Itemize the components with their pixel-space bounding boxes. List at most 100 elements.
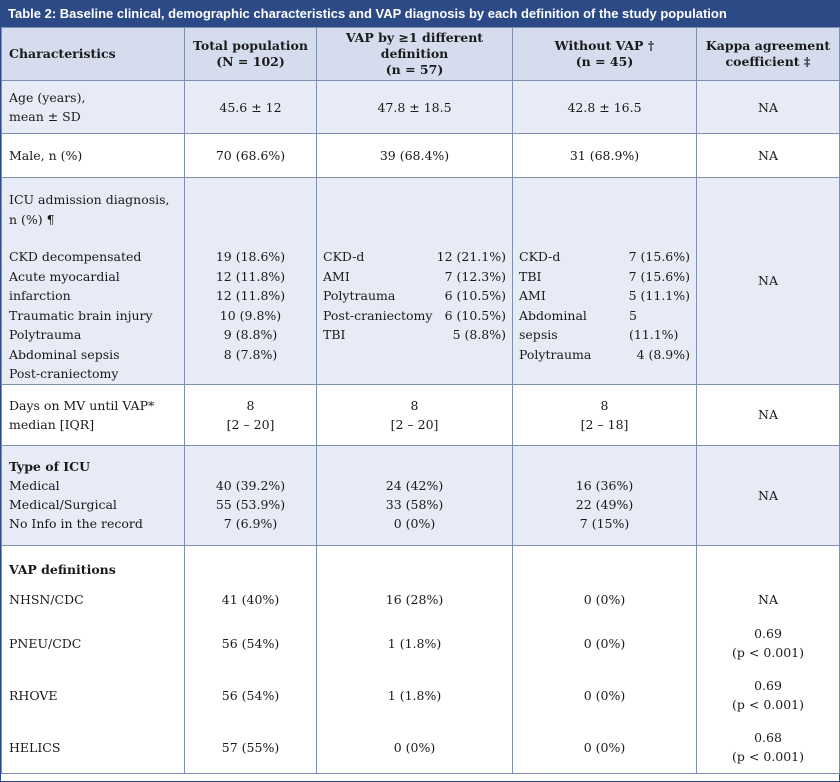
dx-value: 7 (15.6%)	[628, 249, 690, 264]
days-mv-label-line2: median [IQR]	[9, 416, 95, 432]
icu-dx-labels: ICU admission diagnosis, n (%) ¶ CKD dec…	[1, 177, 185, 385]
vap-def-kappa-value: 0.69	[754, 626, 782, 641]
icu-dx-label: Abdominal sepsis	[9, 346, 120, 362]
vap-def-total: 56 (54%)	[184, 617, 317, 669]
icu-type-without-value: 7 (15%)	[579, 516, 630, 531]
table-row: Days on MV until VAP* median [IQR] 8 [2 – …	[1, 383, 840, 446]
header-kappa: Kappa agreement coefficient ‡	[696, 27, 840, 81]
icu-type-total-value: 40 (39.2%)	[215, 478, 286, 493]
icu-dx-kappa: NA	[696, 177, 840, 385]
header-row: Characteristics Total population (N = 102…	[1, 27, 840, 81]
days-mv-without: 8 [2 – 18]	[512, 383, 697, 446]
icu-dx-title-line1: ICU admission diagnosis,	[9, 192, 170, 207]
icu-dx-label: CKD decompensated	[9, 249, 142, 264]
vap-def-kappa-value: NA	[758, 591, 778, 607]
icu-dx-label: Traumatic brain injury	[9, 307, 153, 323]
list-item: Post-craniectomy 6 (10.5%)	[317, 306, 512, 326]
header-total-line1: Total population	[193, 38, 308, 53]
table-row: Age (years), mean ± SD 45.6 ± 12 47.8 ± 1…	[1, 80, 840, 134]
vap-def-without: 0 (0%)	[512, 721, 697, 774]
icu-type-labels: Type of ICU Medical Medical/Surgical No …	[1, 444, 185, 546]
dx-name: CKD-d	[323, 249, 365, 264]
dx-value: 5 (11.1%)	[628, 288, 690, 303]
icu-dx-total-value: 19 (18.6%)	[215, 249, 286, 264]
vap-def-without: 0 (0%)	[512, 617, 697, 669]
icu-type-total-value: 55 (53.9%)	[215, 497, 286, 512]
days-mv-total-median: 8	[246, 397, 255, 413]
table-row: HELICS 57 (55%) 0 (0%) 0 (0%) 0.68 (p < 0…	[1, 721, 840, 774]
header-vap: VAP by ≥1 different definition (n = 57)	[316, 27, 513, 81]
icu-type-without-value: 22 (49%)	[575, 497, 634, 512]
icu-type-without-value: 16 (36%)	[575, 478, 634, 493]
list-item: TBI 5 (8.8%)	[317, 325, 512, 345]
vap-def-kappa-value: 0.68	[754, 730, 782, 745]
table-row: PNEU/CDC 56 (54%) 1 (1.8%) 0 (0%) 0.69 (p…	[1, 617, 840, 669]
days-mv-without-median: 8	[600, 397, 609, 413]
vap-def-label: RHOVE	[1, 669, 185, 721]
male-label: Male, n (%)	[1, 133, 185, 178]
dx-value: 4 (8.9%)	[636, 346, 690, 362]
vap-def-vap: 1 (1.8%)	[316, 669, 513, 721]
male-without: 31 (68.9%)	[512, 133, 697, 178]
icu-type-title: Type of ICU	[9, 459, 90, 474]
age-without: 42.8 ± 16.5	[512, 80, 697, 134]
icu-dx-label: Acute myocardial infarction	[9, 268, 120, 304]
days-mv-total-iqr: [2 – 20]	[226, 416, 275, 432]
list-item: Polytrauma 4 (8.9%)	[513, 345, 696, 365]
days-mv-vap-median: 8	[410, 397, 419, 413]
dx-name: Polytrauma	[323, 288, 396, 303]
dx-name: TBI	[519, 268, 542, 284]
table-row: NHSN/CDC 41 (40%) 16 (28%) 0 (0%) NA	[1, 581, 840, 617]
header-without-line1: Without VAP †	[554, 38, 655, 53]
icu-type-vap: 24 (42%) 33 (58%) 0 (0%)	[316, 444, 513, 546]
vap-def-vap: 0 (0%)	[316, 721, 513, 774]
icu-dx-total-value: 9 (8.8%)	[223, 327, 278, 342]
male-total: 70 (68.6%)	[184, 133, 317, 178]
header-vap-line2: (n = 57)	[385, 62, 444, 77]
vap-def-total: 57 (55%)	[184, 721, 317, 774]
header-total-line2: (N = 102)	[216, 54, 285, 69]
icu-type-vap-value: 0 (0%)	[393, 516, 436, 531]
dx-value: 6 (10.5%)	[444, 307, 506, 323]
male-kappa: NA	[696, 133, 840, 178]
icu-dx-total: 19 (18.6%) 12 (11.8%) 12 (11.8%) 10 (9.8…	[184, 177, 317, 385]
icu-type-vap-value: 24 (42%)	[385, 478, 444, 493]
icu-dx-title-line2: n (%) ¶	[9, 211, 55, 227]
data-table: Characteristics Total population (N = 102…	[1, 27, 840, 774]
vap-def-without: 0 (0%)	[512, 669, 697, 721]
header-characteristics: Characteristics	[1, 27, 185, 81]
icu-type-kappa: NA	[696, 444, 840, 546]
age-label-line1: Age (years),	[9, 90, 86, 105]
dx-name: TBI	[323, 327, 346, 342]
header-total: Total population (N = 102)	[184, 27, 317, 81]
days-mv-total: 8 [2 – 20]	[184, 383, 317, 446]
dx-name: Polytrauma	[519, 346, 592, 362]
icu-type-label: Medical/Surgical	[9, 497, 117, 512]
icu-dx-without: CKD-d 7 (15.6%) TBI 7 (15.6%) AMI 5 (11.1%)…	[512, 177, 697, 385]
header-without-line2: (n = 45)	[575, 54, 634, 69]
days-mv-kappa: NA	[696, 383, 840, 446]
dx-value: 12 (21.1%)	[436, 249, 506, 264]
dx-value: 7 (12.3%)	[444, 268, 506, 284]
age-total: 45.6 ± 12	[184, 80, 317, 134]
vap-def-label: NHSN/CDC	[1, 581, 185, 617]
list-item: TBI 7 (15.6%)	[513, 267, 696, 287]
list-item: AMI 5 (11.1%)	[513, 286, 696, 306]
dx-value: 5 (8.8%)	[452, 327, 506, 342]
header-kappa-line2: coefficient ‡	[725, 54, 811, 69]
icu-dx-label: Post-craniectomy	[9, 366, 119, 381]
icu-type-total: 40 (39.2%) 55 (53.9%) 7 (6.9%)	[184, 444, 317, 546]
dx-name: CKD-d	[519, 249, 561, 264]
table-caption: Table 2: Baseline clinical, demographic …	[1, 1, 839, 27]
header-kappa-line1: Kappa agreement	[705, 38, 831, 53]
list-item: AMI 7 (12.3%)	[317, 267, 512, 287]
male-vap: 39 (68.4%)	[316, 133, 513, 178]
icu-dx-total-value: 10 (9.8%)	[219, 307, 282, 323]
vap-def-kappa-p: (p < 0.001)	[732, 697, 804, 712]
days-mv-vap-iqr: [2 – 20]	[390, 416, 439, 432]
vap-def-total: 56 (54%)	[184, 669, 317, 721]
dx-value: 7 (15.6%)	[628, 268, 690, 284]
age-vap: 47.8 ± 18.5	[316, 80, 513, 134]
age-kappa: NA	[696, 80, 840, 134]
vap-defs-title: VAP definitions	[1, 544, 185, 581]
